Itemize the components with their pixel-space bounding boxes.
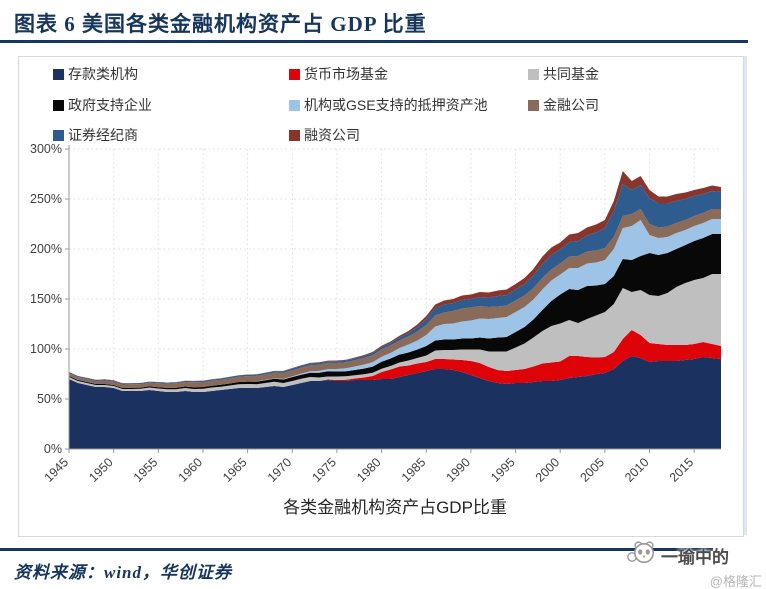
svg-text:250%: 250% (30, 192, 62, 206)
svg-text:2005: 2005 (577, 455, 607, 485)
legend-swatch (289, 68, 300, 80)
footer-rule (0, 548, 713, 551)
legend-label: 货币市场基金 (304, 66, 388, 82)
legend-swatch (53, 129, 64, 141)
legend-swatch (528, 99, 539, 111)
svg-text:各类金融机构资产占GDP比重: 各类金融机构资产占GDP比重 (283, 498, 507, 517)
legend-label: 金融公司 (543, 97, 599, 113)
legend-item: 证券经纪商 (53, 127, 138, 143)
panda-logo-icon (624, 540, 658, 570)
legend-label: 证券经纪商 (68, 127, 138, 143)
svg-text:50%: 50% (37, 392, 62, 406)
svg-text:1990: 1990 (443, 455, 473, 485)
legend-item: 共同基金 (528, 66, 599, 82)
svg-text:1960: 1960 (176, 455, 206, 485)
panel-right-accent (744, 56, 747, 535)
legend-item: 金融公司 (528, 97, 599, 113)
svg-text:300%: 300% (30, 143, 62, 156)
svg-text:1985: 1985 (399, 455, 429, 485)
page-title: 图表 6 美国各类金融机构资产占 GDP 比重 (14, 12, 427, 36)
svg-text:0%: 0% (44, 442, 62, 456)
legend-swatch (289, 99, 300, 111)
svg-text:1955: 1955 (131, 455, 161, 485)
svg-text:2015: 2015 (667, 455, 697, 485)
legend-label: 共同基金 (543, 66, 599, 82)
svg-text:1980: 1980 (354, 455, 384, 485)
legend-item: 存款类机构 (53, 66, 138, 82)
watermark-text: 一瑜中的 (661, 547, 729, 567)
source-note: 资料来源：wind，华创证券 (14, 563, 233, 582)
legend-label: 融资公司 (304, 127, 360, 143)
svg-text:1965: 1965 (220, 455, 250, 485)
legend-item: 机构或GSE支持的抵押资产池 (289, 97, 488, 113)
svg-text:150%: 150% (30, 292, 62, 306)
legend-swatch (53, 99, 64, 111)
svg-text:100%: 100% (30, 342, 62, 356)
svg-text:1995: 1995 (488, 455, 518, 485)
svg-text:1945: 1945 (42, 455, 72, 485)
svg-text:1970: 1970 (265, 455, 295, 485)
chart-panel: 存款类机构 货币市场基金 共同基金政府支持企业 机构或GSE支持的抵押资产池 金融公司证… (18, 56, 744, 537)
legend-item: 政府支持企业 (53, 97, 152, 113)
legend-label: 政府支持企业 (68, 97, 152, 113)
stacked-area-chart: 0% 50% 100% 150% 200% 250% 300% 1945 1950 1955 196… (19, 142, 741, 535)
title-underline (0, 40, 748, 43)
legend-item: 货币市场基金 (289, 66, 388, 82)
watermark: 一瑜中的 @格隆汇 (624, 540, 764, 589)
svg-text:1975: 1975 (309, 455, 339, 485)
legend-swatch (528, 68, 539, 80)
legend-label: 机构或GSE支持的抵押资产池 (304, 97, 488, 113)
legend-label: 存款类机构 (68, 66, 138, 82)
chart-legend: 存款类机构 货币市场基金 共同基金政府支持企业 机构或GSE支持的抵押资产池 金融公司证… (19, 57, 743, 143)
legend-swatch (53, 68, 64, 80)
svg-text:1950: 1950 (86, 455, 116, 485)
svg-text:200%: 200% (30, 242, 62, 256)
watermark-subtext: @格隆汇 (709, 574, 762, 589)
svg-text:2000: 2000 (533, 455, 563, 485)
svg-text:2010: 2010 (622, 455, 652, 485)
legend-item: 融资公司 (289, 127, 360, 143)
legend-swatch (289, 129, 300, 141)
